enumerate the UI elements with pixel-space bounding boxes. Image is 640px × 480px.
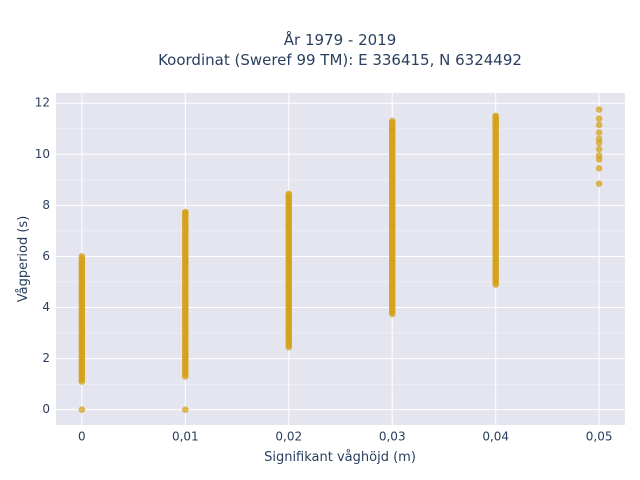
y-tick-label: 8 (42, 198, 50, 212)
chart-title: År 1979 - 2019 (284, 30, 397, 49)
data-point (78, 253, 86, 260)
data-point (595, 139, 603, 147)
data-point (595, 115, 603, 122)
data-point (595, 145, 603, 153)
y-axis-label: Vågperiod (s) (16, 216, 31, 303)
x-axis-label: Signifikant våghöjd (m) (264, 450, 416, 465)
x-tick-label: 0,01 (172, 430, 199, 444)
y-axis-ticks: 0 2 4 6 8 10 12 (35, 96, 50, 416)
data-point (492, 122, 499, 130)
data-point (595, 129, 603, 136)
data-point (388, 135, 396, 143)
data-point (285, 190, 293, 198)
y-tick-label: 4 (42, 300, 50, 314)
plot-area (56, 93, 625, 425)
data-point (595, 165, 603, 172)
y-tick-label: 12 (35, 96, 50, 110)
data-point (492, 117, 499, 125)
data-point (595, 121, 603, 129)
x-tick-label: 0,05 (586, 430, 613, 444)
data-point (388, 125, 396, 133)
y-tick-label: 0 (42, 402, 50, 416)
chart-subtitle: Koordinat (Sweref 99 TM): E 336415, N 63… (158, 51, 522, 69)
data-point (595, 180, 603, 187)
x-tick-label: 0,04 (482, 430, 509, 444)
x-tick-label: 0,03 (379, 430, 406, 444)
data-points (78, 106, 603, 413)
y-tick-label: 2 (42, 351, 50, 365)
x-tick-label: 0 (78, 430, 86, 444)
data-point (595, 106, 603, 113)
data-point (388, 117, 396, 125)
x-axis-ticks: 0 0,01 0,02 0,03 0,04 0,05 (78, 430, 612, 444)
data-point (182, 209, 189, 217)
data-point (78, 406, 86, 413)
y-tick-label: 6 (42, 249, 50, 263)
data-point (492, 112, 499, 120)
x-tick-label: 0,02 (275, 430, 302, 444)
y-tick-label: 10 (35, 147, 50, 161)
data-point (182, 406, 189, 413)
data-point (595, 156, 603, 163)
